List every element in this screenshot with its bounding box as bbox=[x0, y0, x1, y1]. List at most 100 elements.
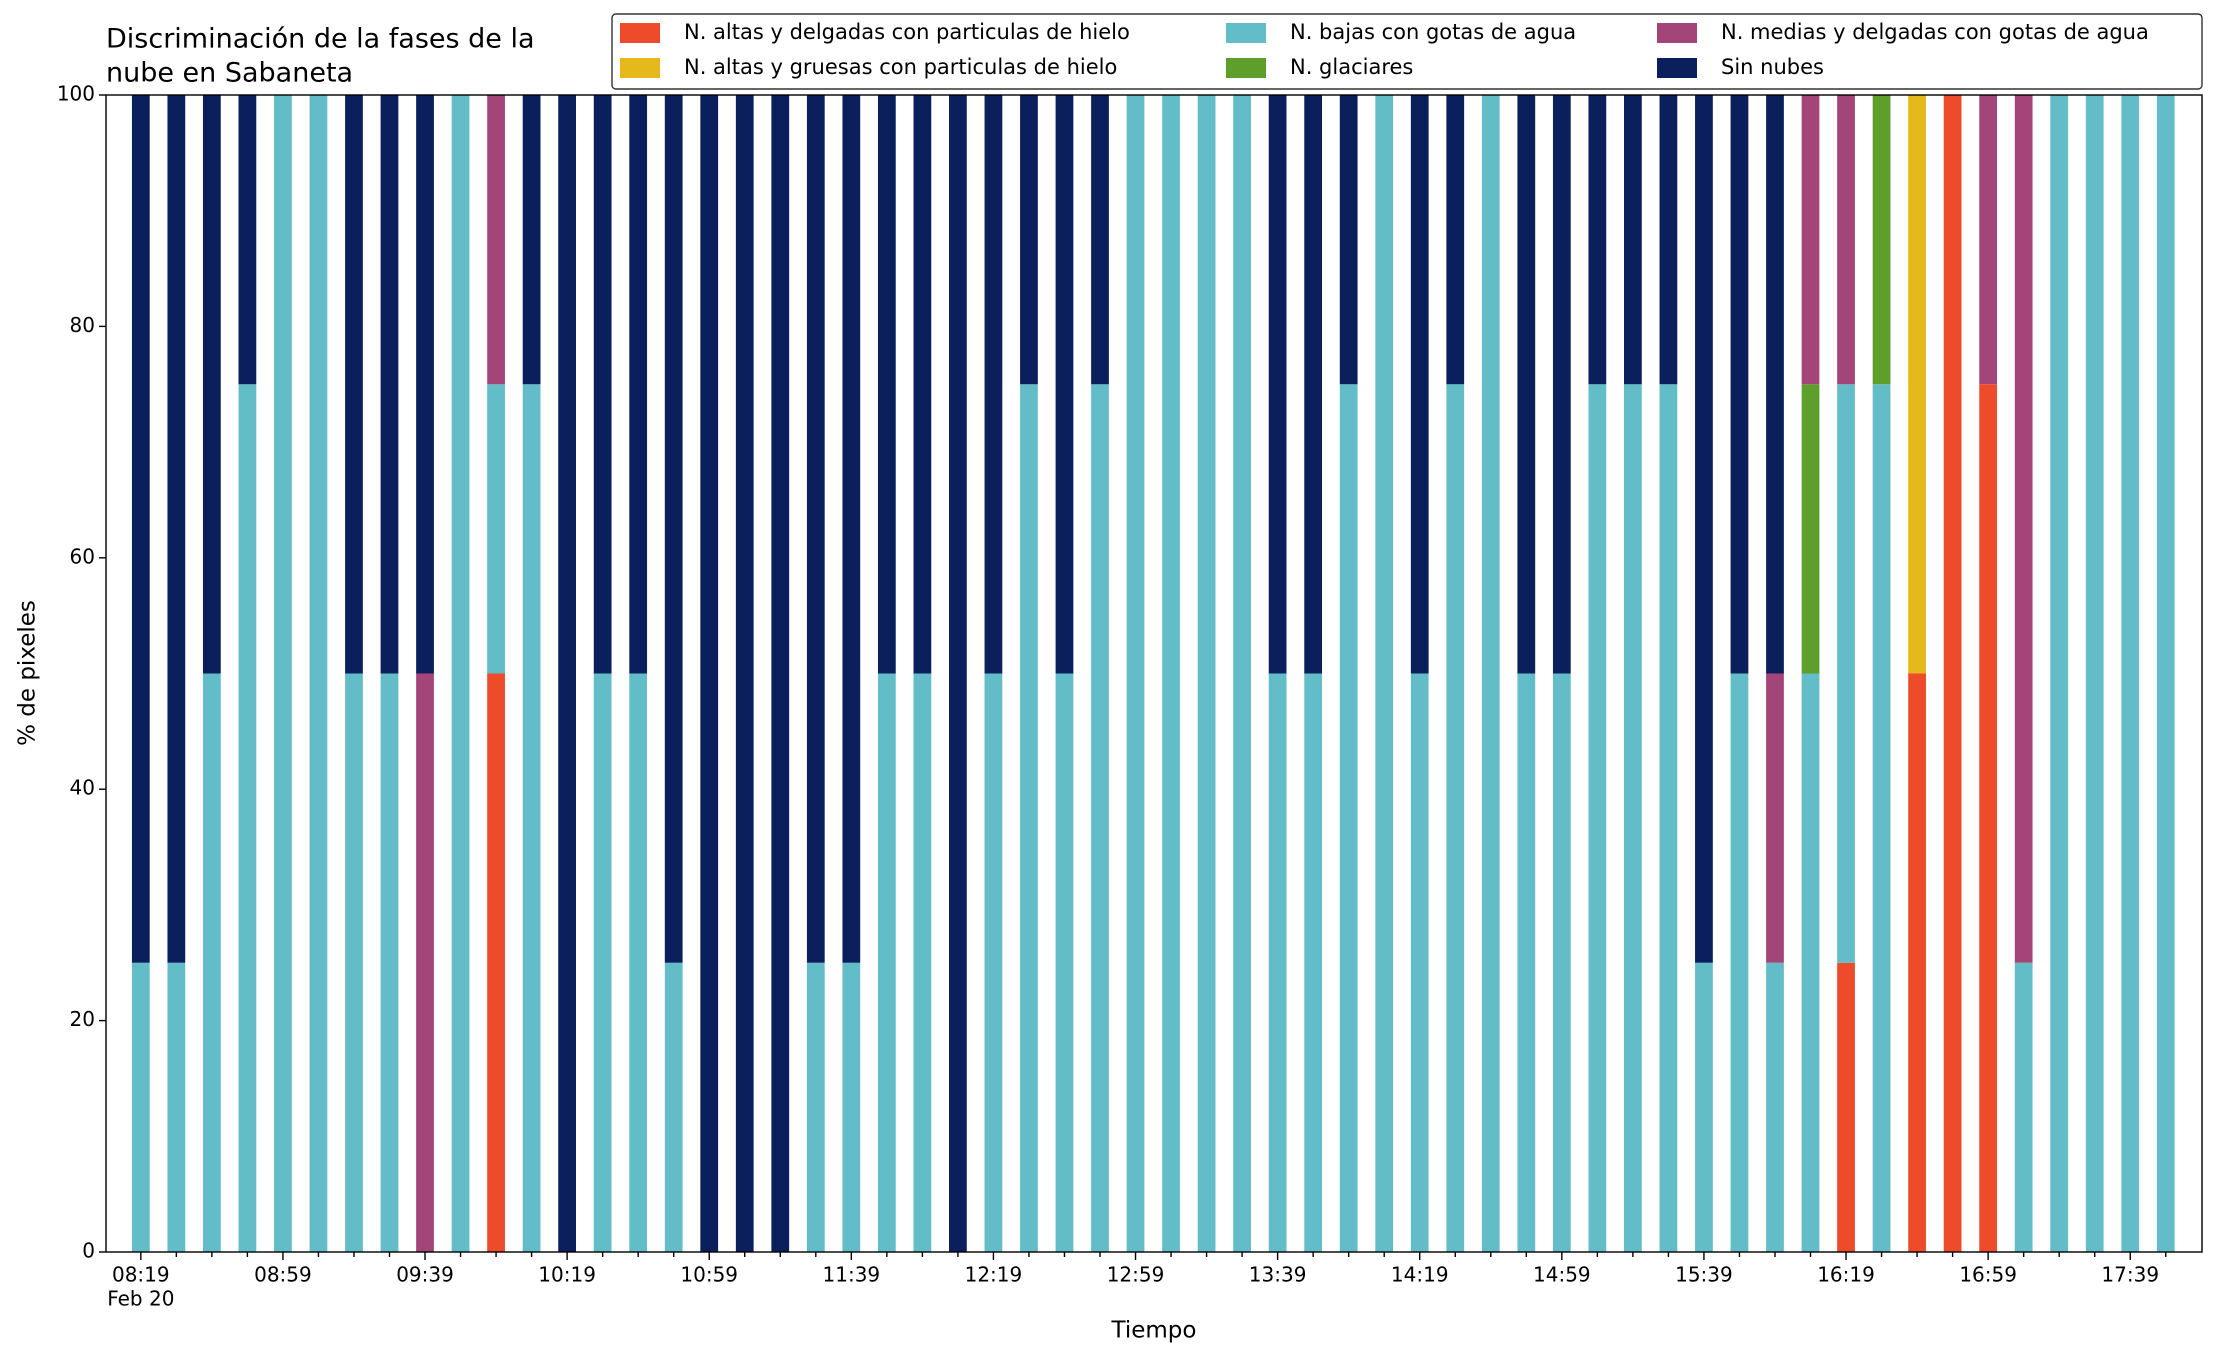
bar-segment bbox=[1801, 95, 1820, 385]
legend-swatch bbox=[620, 58, 660, 78]
bar-segment bbox=[487, 384, 505, 674]
x-axis-label: Tiempo bbox=[1111, 1318, 1197, 1344]
y-tick-label: 80 bbox=[70, 313, 95, 337]
legend-label: N. altas y gruesas con particulas de hie… bbox=[684, 55, 1117, 79]
bar-segment bbox=[984, 673, 1003, 1252]
legend-swatch bbox=[620, 23, 660, 43]
bar-segment bbox=[1020, 384, 1038, 1252]
legend-swatch bbox=[1226, 23, 1266, 43]
bar-segment bbox=[202, 95, 221, 674]
x-tick-label: 09:39 bbox=[396, 1263, 454, 1287]
x-tick-label: 12:19 bbox=[965, 1263, 1023, 1287]
bar-segment bbox=[1588, 384, 1607, 1252]
bar-segment bbox=[1446, 384, 1465, 1252]
bar-segment bbox=[1091, 384, 1109, 1252]
x-tick-label: 10:59 bbox=[680, 1263, 738, 1287]
bar-segment bbox=[877, 673, 896, 1252]
bar-segment bbox=[131, 962, 150, 1252]
bar-segment bbox=[806, 962, 825, 1252]
bar-segment bbox=[1766, 673, 1784, 963]
bar-segment bbox=[1837, 384, 1855, 963]
legend-label: Sin nubes bbox=[1721, 55, 1824, 79]
x-tick-label: 14:19 bbox=[1391, 1263, 1449, 1287]
bar-segment bbox=[1020, 95, 1038, 385]
legend-box bbox=[611, 13, 2203, 90]
legend-label: N. bajas con gotas de agua bbox=[1290, 20, 1576, 44]
bar-segment bbox=[1552, 95, 1571, 674]
bar-segment bbox=[1659, 384, 1678, 1252]
bar-segment bbox=[558, 95, 577, 1252]
bar-segment bbox=[1730, 673, 1749, 1252]
bar-segment bbox=[664, 962, 683, 1252]
bar-segment bbox=[593, 673, 612, 1252]
bar-segment bbox=[2085, 95, 2104, 1252]
x-tick-label: 17:39 bbox=[2101, 1263, 2159, 1287]
bar-segment bbox=[522, 384, 541, 1252]
bar-segment bbox=[877, 95, 896, 674]
bar-segment bbox=[238, 95, 257, 385]
bar-segment bbox=[1268, 673, 1287, 1252]
bar-segment bbox=[1162, 95, 1180, 1252]
bar-segment bbox=[913, 673, 932, 1252]
bar-segment bbox=[167, 962, 186, 1252]
legend-label: N. altas y delgadas con particulas de hi… bbox=[684, 20, 1130, 44]
bar-segment bbox=[700, 95, 719, 1252]
bar-segment bbox=[1801, 673, 1820, 1252]
bar-segment bbox=[1304, 95, 1323, 674]
bar-segment bbox=[1659, 95, 1678, 385]
bar-segment bbox=[2014, 95, 2033, 963]
x-tick-label: 13:39 bbox=[1249, 1263, 1307, 1287]
x-tick-label: 15:39 bbox=[1675, 1263, 1733, 1287]
bar-segment bbox=[1481, 95, 1500, 1252]
bar-segment bbox=[1766, 962, 1784, 1252]
bar-segment bbox=[1588, 95, 1607, 385]
bar-segment bbox=[2050, 95, 2069, 1252]
x-tick-label: 16:59 bbox=[1959, 1263, 2017, 1287]
bar-segment bbox=[1695, 962, 1713, 1252]
bar-segment bbox=[2014, 962, 2033, 1252]
y-tick-label: 40 bbox=[70, 776, 95, 800]
bar-segment bbox=[345, 673, 363, 1252]
bar-segment bbox=[416, 95, 434, 674]
bar-segment bbox=[1624, 95, 1642, 385]
bar-segment bbox=[2156, 95, 2175, 1252]
bar-segment bbox=[487, 673, 505, 1252]
bar-segment bbox=[2121, 95, 2140, 1252]
y-tick-label: 0 bbox=[82, 1239, 95, 1263]
legend-swatch bbox=[1226, 58, 1266, 78]
x-tick-label: 11:39 bbox=[823, 1263, 881, 1287]
x-tick-label: 08:59 bbox=[254, 1263, 312, 1287]
bar-segment bbox=[949, 95, 967, 1252]
chart-title: Discriminación de la fases de la bbox=[106, 24, 535, 55]
bar-segment bbox=[629, 95, 648, 674]
bar-segment bbox=[735, 95, 754, 1252]
bar-segment bbox=[274, 95, 292, 1252]
bar-segment bbox=[1517, 95, 1536, 674]
bar-segment bbox=[238, 384, 257, 1252]
bar-segment bbox=[1375, 95, 1394, 1252]
bar-segment bbox=[309, 95, 328, 1252]
bar-segment bbox=[629, 673, 648, 1252]
bar-segment bbox=[1872, 95, 1891, 385]
legend-label: N. medias y delgadas con gotas de agua bbox=[1721, 20, 2149, 44]
bar-segment bbox=[1055, 673, 1074, 1252]
chart-title: nube en Sabaneta bbox=[106, 58, 353, 89]
y-tick-label: 20 bbox=[70, 1007, 95, 1031]
bar-segment bbox=[806, 95, 825, 963]
y-tick-label: 60 bbox=[70, 544, 95, 568]
bar-segment bbox=[202, 673, 221, 1252]
legend-swatch bbox=[1657, 58, 1697, 78]
x-tick-label: 10:19 bbox=[538, 1263, 596, 1287]
bar-segment bbox=[1908, 673, 1926, 1252]
bar-segment bbox=[1410, 95, 1429, 674]
bar-segment bbox=[345, 95, 363, 674]
x-tick-label: 08:19 bbox=[112, 1263, 170, 1287]
bar-segment bbox=[487, 95, 505, 385]
legend-swatch bbox=[1657, 23, 1697, 43]
bar-segment bbox=[1872, 384, 1891, 1252]
bar-segment bbox=[1801, 384, 1820, 674]
bar-segment bbox=[1233, 95, 1251, 1252]
bar-segment bbox=[1446, 95, 1465, 385]
bar-segment bbox=[593, 95, 612, 674]
